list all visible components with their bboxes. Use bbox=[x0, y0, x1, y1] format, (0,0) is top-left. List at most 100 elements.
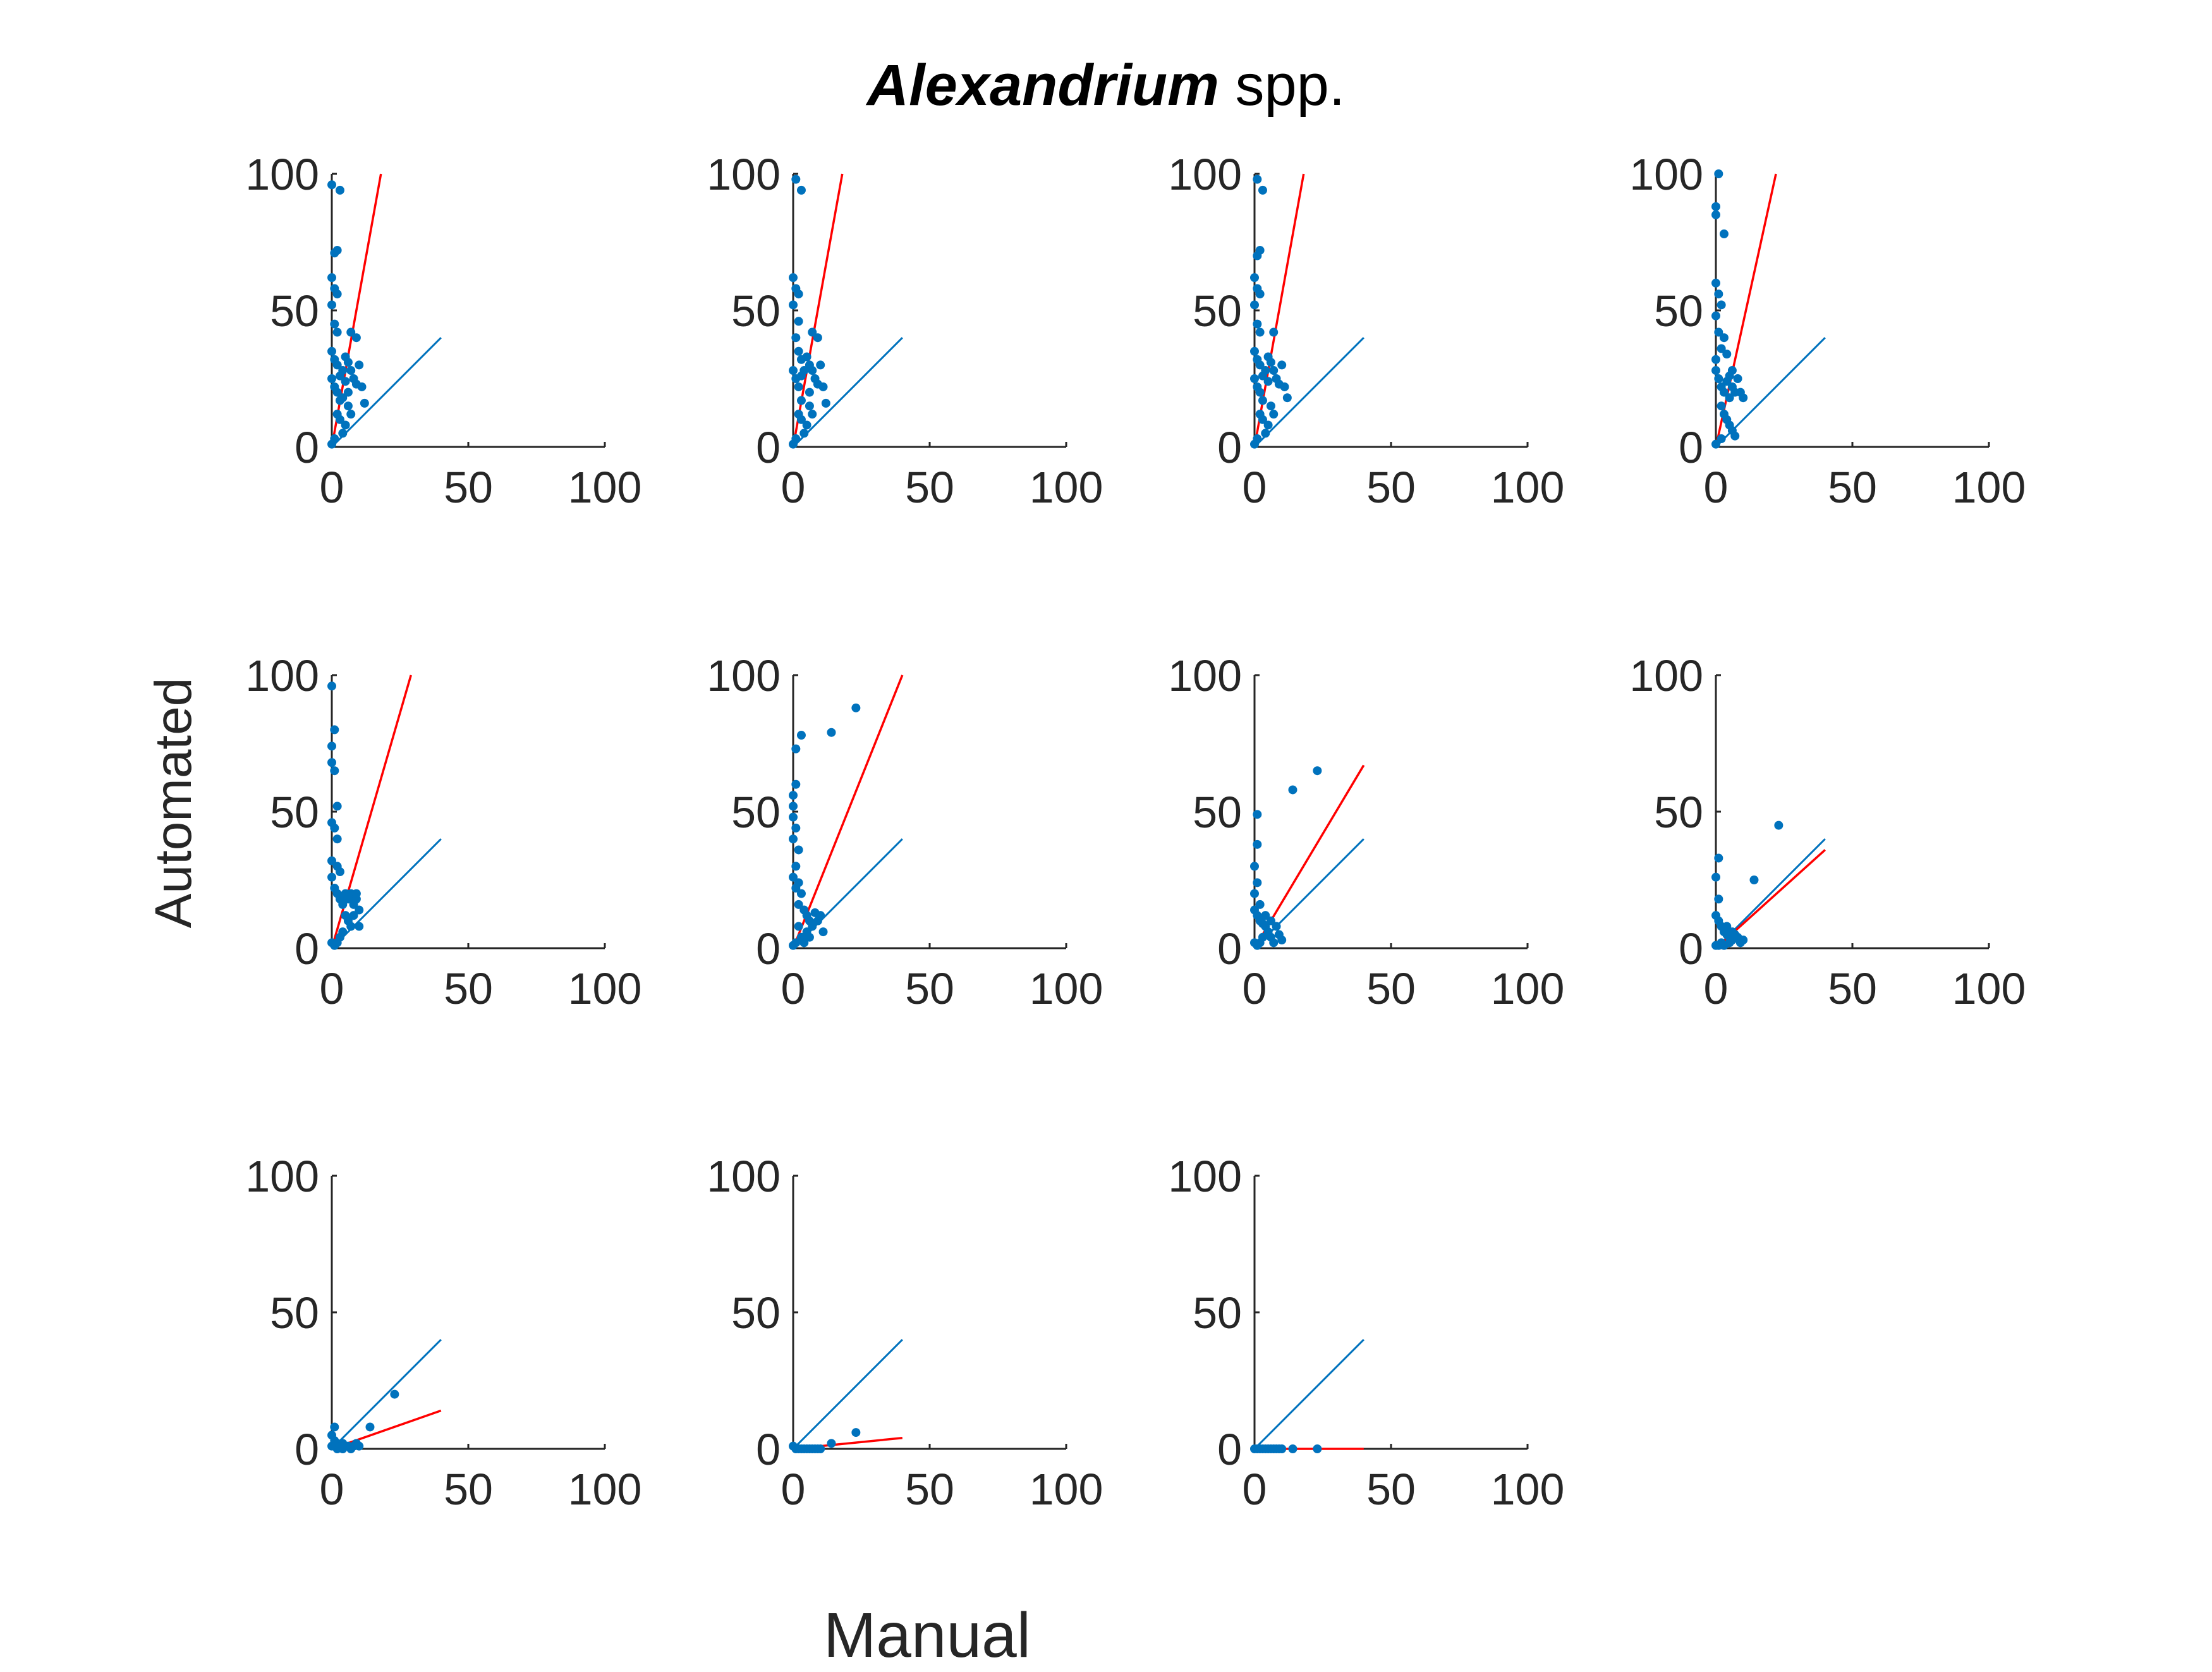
data-point bbox=[1719, 333, 1729, 343]
subplot-5: 0 50 100 0 50 100 bbox=[245, 651, 641, 1013]
data-point bbox=[1730, 431, 1740, 441]
data-point bbox=[1261, 911, 1270, 920]
data-point bbox=[1722, 922, 1732, 931]
data-point bbox=[794, 290, 803, 299]
data-point bbox=[816, 360, 825, 370]
data-point bbox=[789, 834, 798, 844]
data-point bbox=[808, 327, 817, 337]
data-point bbox=[346, 366, 356, 375]
data-point bbox=[1266, 916, 1275, 925]
data-point bbox=[335, 396, 344, 405]
y-tick-label: 100 bbox=[245, 1152, 319, 1201]
data-point bbox=[1280, 382, 1289, 391]
identity-line bbox=[1253, 1339, 1364, 1450]
data-point bbox=[1253, 878, 1262, 888]
data-point bbox=[818, 927, 828, 937]
y-tick-label: 0 bbox=[295, 423, 319, 472]
data-point bbox=[789, 439, 798, 449]
data-point bbox=[799, 429, 809, 438]
data-point bbox=[1774, 821, 1784, 830]
fit-line bbox=[792, 674, 904, 949]
y-tick-label: 0 bbox=[1679, 924, 1703, 973]
data-point bbox=[327, 681, 336, 691]
data-point bbox=[791, 823, 801, 833]
data-point bbox=[827, 1439, 836, 1448]
y-tick-label: 100 bbox=[707, 651, 781, 700]
data-point bbox=[338, 429, 348, 438]
data-point bbox=[789, 300, 798, 310]
data-point bbox=[1711, 439, 1720, 449]
y-tick-label: 0 bbox=[1217, 1425, 1242, 1474]
data-point bbox=[1714, 374, 1723, 383]
data-point bbox=[1255, 410, 1265, 419]
data-point bbox=[1711, 366, 1720, 375]
data-point bbox=[789, 872, 798, 882]
data-point bbox=[327, 374, 336, 383]
data-point bbox=[327, 758, 336, 767]
data-point bbox=[327, 938, 336, 948]
y-tick-label: 0 bbox=[295, 1425, 319, 1474]
data-point bbox=[330, 1422, 339, 1432]
data-point bbox=[827, 728, 836, 737]
data-point bbox=[1722, 350, 1732, 359]
y-tick-label: 100 bbox=[245, 651, 319, 700]
data-point bbox=[1250, 938, 1259, 948]
data-point bbox=[390, 1389, 399, 1399]
data-point bbox=[1288, 1444, 1297, 1453]
data-point bbox=[1263, 420, 1273, 430]
x-tick-label: 0 bbox=[320, 964, 344, 1013]
data-point bbox=[794, 410, 803, 419]
data-point bbox=[1714, 894, 1723, 904]
y-tick-label: 50 bbox=[1193, 788, 1242, 837]
x-tick-label: 100 bbox=[1491, 964, 1565, 1013]
data-point bbox=[1739, 393, 1748, 403]
data-point bbox=[1717, 300, 1726, 310]
data-point bbox=[794, 346, 803, 356]
x-tick-label: 0 bbox=[781, 1465, 806, 1514]
data-point bbox=[808, 922, 817, 931]
x-tick-label: 100 bbox=[568, 964, 642, 1013]
data-point bbox=[327, 856, 336, 865]
y-tick-label: 0 bbox=[1217, 423, 1242, 472]
data-point bbox=[1269, 366, 1279, 375]
data-point bbox=[341, 420, 350, 430]
data-point bbox=[794, 382, 803, 391]
data-point bbox=[332, 360, 342, 370]
data-point bbox=[1719, 229, 1729, 239]
y-tick-label: 100 bbox=[707, 150, 781, 199]
data-point bbox=[851, 1428, 861, 1437]
data-point bbox=[338, 900, 348, 909]
data-point bbox=[789, 273, 798, 283]
data-point bbox=[330, 319, 339, 329]
data-point bbox=[355, 1441, 364, 1451]
y-tick-label: 50 bbox=[270, 1288, 319, 1338]
data-point bbox=[789, 802, 798, 811]
data-point bbox=[1717, 434, 1726, 444]
x-tick-label: 50 bbox=[905, 964, 954, 1013]
data-point bbox=[805, 387, 814, 397]
subplot-11: 0 50 100 0 50 100 bbox=[1168, 1152, 1564, 1514]
x-tick-label: 100 bbox=[568, 463, 642, 512]
y-tick-label: 0 bbox=[756, 924, 781, 973]
data-point bbox=[821, 398, 830, 408]
x-tick-label: 0 bbox=[1243, 964, 1267, 1013]
y-tick-label: 50 bbox=[731, 1288, 781, 1338]
data-point bbox=[791, 883, 801, 893]
data-point bbox=[796, 185, 806, 195]
figure-title: Alexandrium spp. bbox=[0, 51, 2212, 120]
x-tick-label: 0 bbox=[781, 463, 806, 512]
y-tick-label: 50 bbox=[270, 788, 319, 837]
subplot-1: 0 50 100 0 50 100 bbox=[245, 150, 641, 512]
data-point bbox=[338, 1444, 348, 1453]
x-tick-label: 100 bbox=[1030, 463, 1103, 512]
x-axis-label: Manual bbox=[823, 1600, 1031, 1671]
x-tick-label: 0 bbox=[320, 463, 344, 512]
identity-line bbox=[331, 337, 442, 448]
data-point bbox=[1253, 319, 1262, 329]
data-point bbox=[332, 327, 342, 337]
data-point bbox=[346, 327, 356, 337]
x-tick-label: 100 bbox=[1491, 1465, 1565, 1514]
data-point bbox=[357, 382, 367, 391]
y-tick-label: 100 bbox=[1629, 150, 1703, 199]
